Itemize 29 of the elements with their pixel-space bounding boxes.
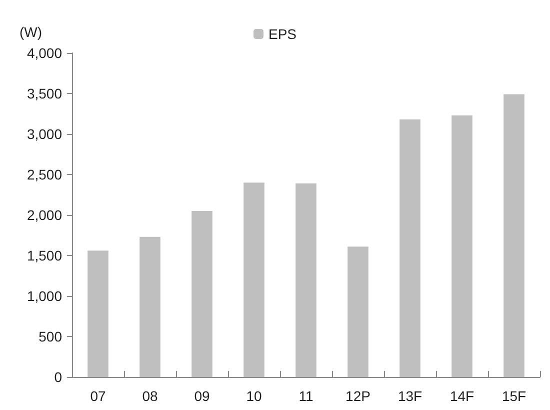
x-tick-label: 14F <box>450 388 474 404</box>
y-tick-label: 3,500 <box>26 86 62 102</box>
bar <box>192 210 212 377</box>
y-axis-title: (W) <box>19 24 42 40</box>
bar <box>400 119 420 377</box>
x-tick-label: 12P <box>346 388 370 404</box>
x-tick-label: 07 <box>90 388 106 404</box>
bar <box>452 115 472 377</box>
x-tick-label: 09 <box>194 388 210 404</box>
y-tick-label: 1,000 <box>26 288 62 304</box>
x-tick-label: 15F <box>502 388 526 404</box>
x-tick-label: 13F <box>398 388 422 404</box>
x-tick-label: 11 <box>298 388 314 404</box>
bar <box>88 250 108 377</box>
y-tick-label: 0 <box>54 369 62 385</box>
y-tick-label: 3,000 <box>26 126 62 142</box>
y-tick-label: 500 <box>38 328 62 344</box>
y-tick-label: 1,500 <box>26 248 62 264</box>
x-tick-label: 10 <box>246 388 262 404</box>
bar <box>348 246 368 377</box>
bar <box>296 183 316 377</box>
bar <box>504 94 524 377</box>
y-tick-label: 2,500 <box>26 166 62 182</box>
bar <box>244 182 264 377</box>
x-tick-label: 08 <box>142 388 158 404</box>
legend-label: EPS <box>268 26 297 42</box>
y-tick-label: 4,000 <box>26 45 62 61</box>
y-tick-label: 2,000 <box>26 207 62 223</box>
bar <box>140 236 160 377</box>
